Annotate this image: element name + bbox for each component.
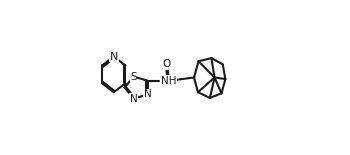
Text: N: N — [130, 94, 138, 104]
Text: O: O — [163, 59, 171, 69]
Text: NH: NH — [161, 76, 176, 86]
Text: S: S — [130, 71, 137, 82]
Text: N: N — [110, 52, 118, 62]
Text: N: N — [144, 89, 152, 99]
